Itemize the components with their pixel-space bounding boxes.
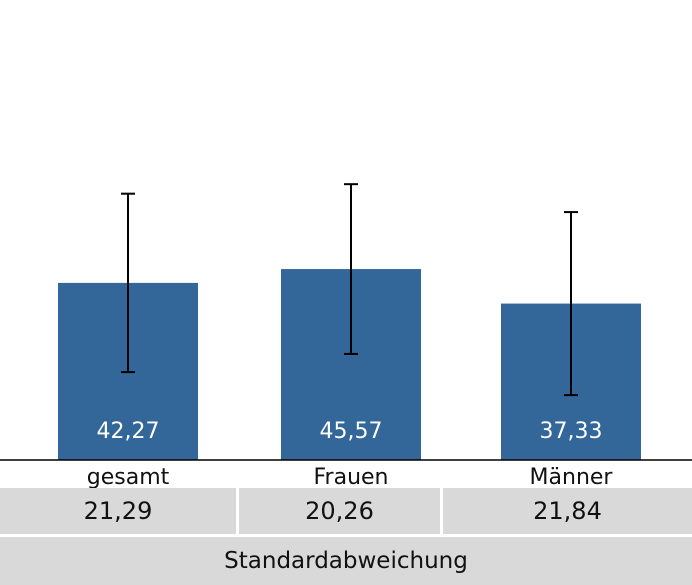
sd-value-gesamt: 21,29 [0, 488, 236, 534]
value-label-frauen: 45,57 [320, 419, 383, 444]
value-label-maenner: 37,33 [540, 419, 603, 444]
standard-deviation-label: Standardabweichung [0, 537, 692, 585]
sd-value-frauen: 20,26 [236, 488, 440, 534]
value-label-gesamt: 42,27 [97, 419, 160, 444]
x-tick-label-frauen: Frauen [313, 465, 388, 488]
x-tick-label-gesamt: gesamt [87, 465, 170, 488]
x-tick-label-maenner: Männer [530, 465, 614, 488]
sd-value-maenner: 21,84 [440, 488, 692, 534]
standard-deviation-row: 21,29 20,26 21,84 [0, 488, 692, 534]
error-bar-frauen [344, 183, 358, 355]
bar-chart: 42,27 45,57 37,33 gesamt Frauen Männer [0, 183, 692, 488]
error-bar-gesamt [121, 192, 135, 374]
error-bar-maenner [564, 211, 578, 397]
